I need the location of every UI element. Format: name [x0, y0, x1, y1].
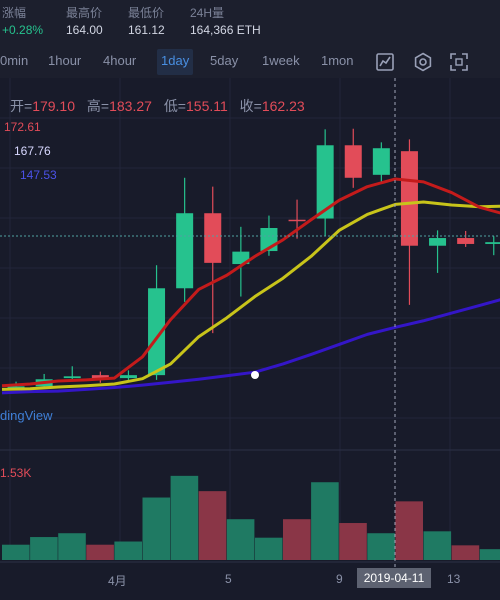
volume-bar: [283, 519, 311, 560]
timeframe-tab[interactable]: 0min: [0, 53, 28, 73]
candle-body: [204, 213, 222, 263]
timeframe-tab[interactable]: 4hour: [103, 53, 136, 73]
low-value: 155.11: [186, 98, 228, 114]
x-tick-label: 9: [336, 572, 343, 586]
stat-label: 24H量: [190, 6, 225, 20]
candle-body: [91, 375, 109, 379]
stat-value: 164,366 ETH: [190, 23, 261, 37]
candle-body: [429, 238, 447, 246]
volume-bar: [339, 523, 367, 560]
ma10-line: [1, 200, 500, 391]
crosshair-date-tag: 2019-04-11: [357, 568, 431, 588]
candle-body: [400, 151, 418, 246]
stat-value: 161.12: [128, 23, 165, 37]
stat-value: 164.00: [66, 23, 103, 37]
timeframe-tab[interactable]: 5day: [210, 53, 238, 73]
open-label: 开=: [10, 98, 33, 114]
candle-body: [63, 376, 81, 379]
chart-toolbar: 0min 1hour 4hour 1day 5day 1week 1mon: [0, 44, 500, 78]
open-value: 179.10: [32, 98, 76, 114]
candle-body: [372, 148, 390, 175]
stat-1: 最高价 164.00: [66, 4, 103, 37]
stat-2: 最低价 161.12: [128, 4, 165, 37]
candle-body: [232, 251, 250, 265]
timeframe-label: 4hour: [103, 53, 137, 68]
high-value: 183.27: [109, 98, 152, 114]
cursor-dot: [251, 371, 259, 379]
volume-bar: [311, 482, 339, 560]
ohlc-readout: 开=179.10 高=183.27 低=155.11 收=162.23: [10, 96, 313, 116]
timeframe-tab[interactable]: 1hour: [48, 53, 81, 73]
candle-body: [316, 145, 334, 219]
candle-body: [457, 238, 475, 244]
volume-bar: [395, 501, 423, 560]
timeframe-label: 1week: [262, 53, 300, 68]
volume-bar: [423, 531, 452, 560]
volume-bar: [58, 533, 86, 560]
stat-3: 24H量 164,366 ETH: [190, 4, 261, 37]
stat-label: 最低价: [128, 6, 165, 20]
fullscreen-icon[interactable]: [449, 52, 469, 72]
volume-bar: [198, 491, 227, 560]
timeframe-label: 0min: [0, 53, 29, 68]
x-tick-label: 4月: [108, 574, 127, 588]
high-label: 高=: [86, 98, 110, 114]
ma5-value: 172.61: [4, 120, 41, 134]
ma5-line: [1, 177, 500, 388]
candlestick-chart[interactable]: [0, 78, 500, 600]
indicator-icon[interactable]: [375, 52, 395, 72]
timeframe-tab[interactable]: 1day: [156, 49, 194, 75]
timeframe-tab[interactable]: 1mon: [321, 53, 354, 73]
x-tick-label: 5: [225, 572, 232, 586]
timeframe-tab[interactable]: 1week: [262, 53, 300, 73]
stat-label: 最高价: [66, 6, 103, 20]
volume-bar: [170, 475, 199, 560]
volume-bar: [30, 537, 58, 560]
volume-bar: [226, 519, 255, 560]
timeframe-label: 5day: [210, 53, 239, 68]
candle-body: [288, 219, 306, 222]
candle-body: [176, 213, 194, 289]
market-stats-bar: 涨幅 +0.28% 最高价 164.00 最低价 161.12 24H量 164,366 ET…: [0, 0, 500, 44]
timeframe-label: 1day: [161, 53, 190, 68]
volume-bar: [367, 533, 395, 560]
ma10-value: 167.76: [14, 144, 51, 158]
chart-area[interactable]: 开=179.10 高=183.27 低=155.11 收=162.23 172.…: [0, 78, 500, 600]
volume-label: 1.53K: [0, 466, 32, 480]
candle-body: [148, 288, 166, 376]
volume-bar: [86, 544, 114, 560]
candle-body: [119, 375, 137, 379]
settings-icon[interactable]: [413, 52, 433, 72]
candle-body: [344, 145, 362, 178]
volume-bar: [114, 541, 142, 560]
x-tick-label: 13: [447, 572, 461, 586]
volume-bar: [451, 545, 480, 560]
stat-0: 涨幅 +0.28%: [2, 4, 43, 37]
volume-bar: [2, 544, 30, 560]
ma30-line: [1, 298, 500, 395]
low-label: 低=: [163, 98, 186, 114]
timeframe-label: 1mon: [321, 53, 354, 68]
candle-body: [485, 242, 500, 244]
ma30-value: 147.53: [20, 168, 57, 182]
stat-value: +0.28%: [2, 23, 44, 37]
watermark: dingView: [0, 408, 53, 423]
timeframe-label: 1hour: [48, 53, 82, 68]
volume-bar: [142, 497, 171, 560]
stat-label: 涨幅: [2, 6, 27, 20]
close-value: 162.23: [261, 98, 305, 114]
volume-bar: [254, 537, 283, 560]
close-label: 收=: [239, 98, 262, 114]
volume-bar: [479, 549, 500, 560]
